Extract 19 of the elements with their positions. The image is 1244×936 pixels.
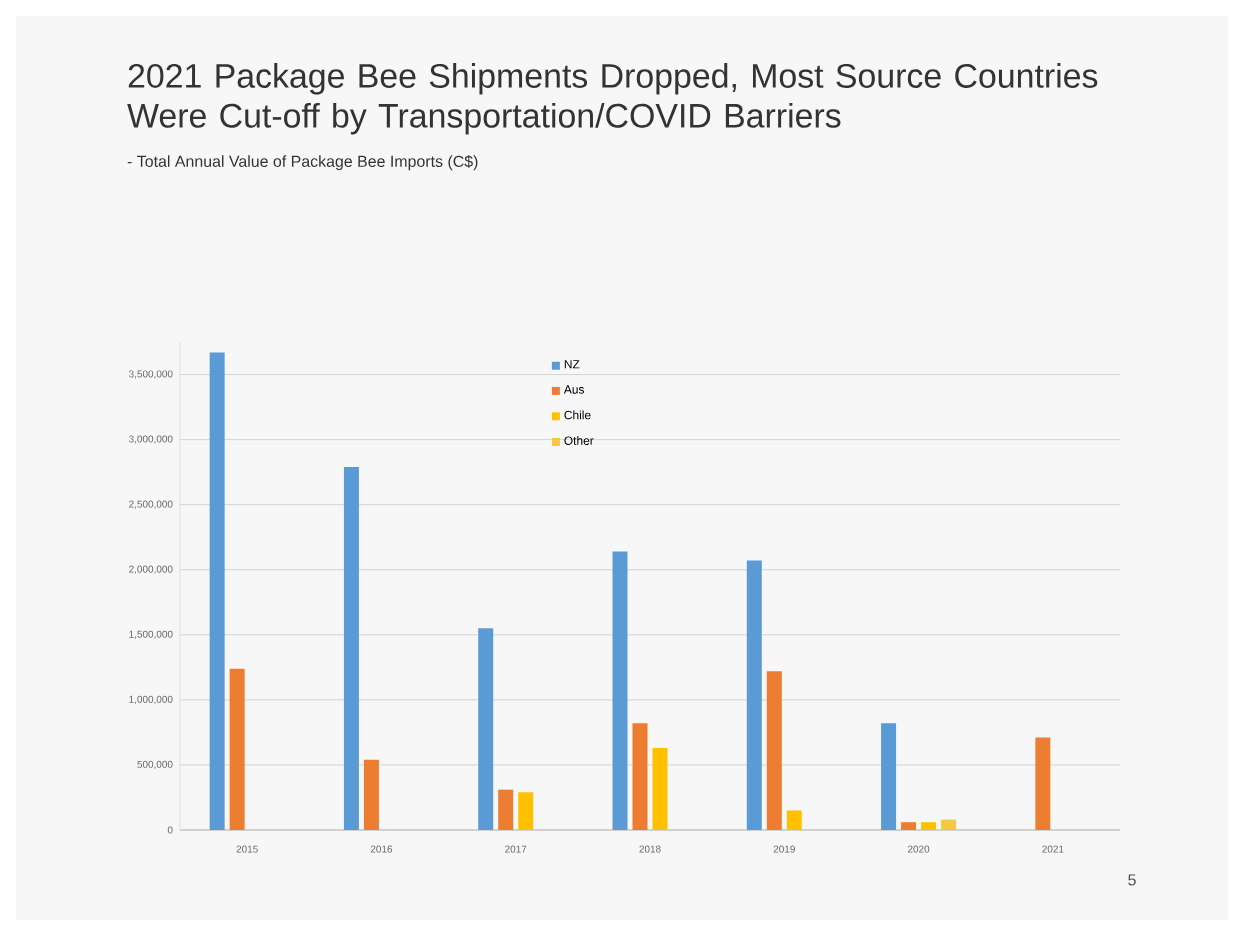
bar: [746, 560, 762, 830]
bar: [478, 628, 494, 830]
bar: [363, 759, 379, 830]
bar: [1035, 737, 1051, 830]
bar: [786, 810, 802, 830]
chart-title: 2021 Package Bee Shipments Dropped, Most Source Countries Were Cut-off by Transportation/COVID Barriers: [127, 63, 1098, 135]
bar: [766, 671, 782, 830]
bar: [632, 723, 648, 830]
bar: [229, 668, 245, 830]
bar: [518, 792, 534, 830]
bar: [343, 466, 359, 830]
bar: [498, 789, 514, 830]
bar: [652, 748, 668, 830]
bar: [941, 819, 957, 830]
bar: [612, 551, 628, 830]
bar: [881, 723, 897, 830]
bar: [921, 822, 937, 830]
bar: [209, 352, 225, 830]
bar: [901, 822, 917, 830]
